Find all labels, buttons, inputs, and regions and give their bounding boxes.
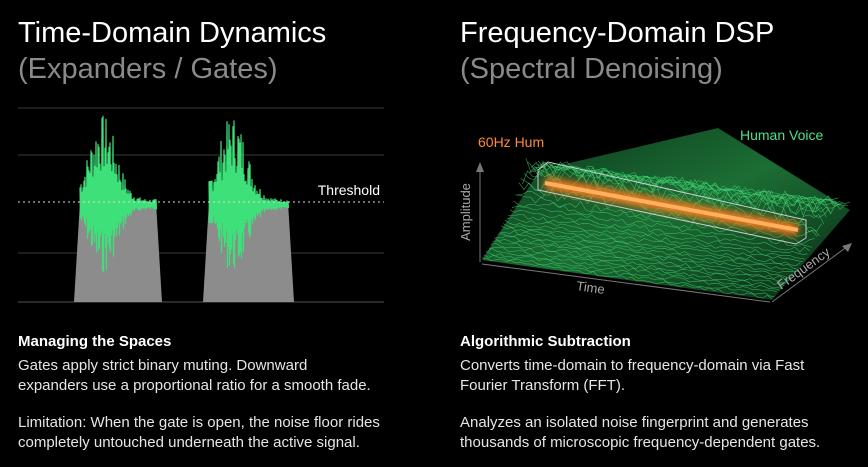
left-subtitle: (Expanders / Gates)	[18, 53, 278, 85]
left-title: Time-Domain Dynamics	[18, 17, 326, 49]
paragraph-line: Gates apply strict binary muting. Downwa…	[18, 357, 307, 374]
spectral-mesh-line	[490, 242, 784, 287]
spectral-mesh-line	[492, 240, 787, 284]
spectral-mesh-line	[504, 219, 803, 262]
axis	[771, 245, 849, 303]
paragraph-line: Converts time-domain to frequency-domain…	[460, 357, 805, 374]
spectral-mesh-line	[539, 161, 851, 205]
paragraph-line: Analyzes an isolated noise fingerprint a…	[460, 414, 809, 431]
voice-label: Human Voice	[740, 127, 823, 143]
right-subtitle: (Spectral Denoising)	[460, 53, 723, 85]
paragraph-line: expanders use a proportional ratio for a…	[18, 377, 371, 394]
y-axis-label: Amplitude	[458, 183, 473, 241]
right-title: Frequency-Domain DSP	[460, 17, 774, 49]
spectral-mesh-line	[508, 214, 808, 255]
spectral-mesh-line	[481, 257, 773, 299]
axis-arrow	[476, 162, 484, 172]
hum-label: 60Hz Hum	[478, 134, 544, 150]
right-heading: Algorithmic Subtraction	[460, 333, 631, 350]
spectral-mesh-line	[494, 237, 789, 281]
spectral-mesh-line	[509, 209, 810, 253]
spectral-mesh-line	[488, 246, 782, 289]
spectral-mesh-line	[501, 225, 799, 270]
gate-plot	[18, 107, 384, 303]
spectral-mesh-line	[502, 223, 801, 267]
spectral-mesh-line	[527, 160, 834, 214]
paragraph-line: Limitation: When the gate is open, the n…	[18, 414, 380, 431]
spectral-plot	[476, 128, 852, 303]
hum-selection-box	[537, 161, 807, 245]
threshold-label: Threshold	[318, 182, 380, 198]
spectral-mesh-line	[536, 163, 846, 210]
spectral-mesh-line	[511, 206, 813, 248]
hum-band	[544, 181, 799, 232]
waveform	[208, 120, 290, 269]
spectral-mesh-line	[497, 233, 794, 273]
spectral-mesh-line	[483, 254, 775, 298]
spectral-mesh-line	[530, 161, 839, 209]
spectral-mesh-line	[506, 217, 806, 260]
paragraph-line: thousands of microscopic frequency-depen…	[460, 434, 820, 451]
left-heading: Managing the Spaces	[18, 333, 171, 350]
x-axis-label: Time	[576, 278, 606, 297]
paragraphs: Gates apply strict binary muting. Downwa…	[18, 357, 820, 451]
spectral-mesh-line	[499, 230, 796, 273]
paragraph-line: completely untouched underneath the acti…	[18, 434, 360, 451]
spectral-mesh-line	[529, 165, 837, 215]
spectral-mesh-line	[485, 251, 777, 293]
axis-arrow	[842, 243, 852, 252]
paragraph-line: Fourier Transform (FFT).	[460, 377, 625, 394]
spectral-mesh-line	[496, 235, 791, 278]
axis	[481, 263, 771, 303]
